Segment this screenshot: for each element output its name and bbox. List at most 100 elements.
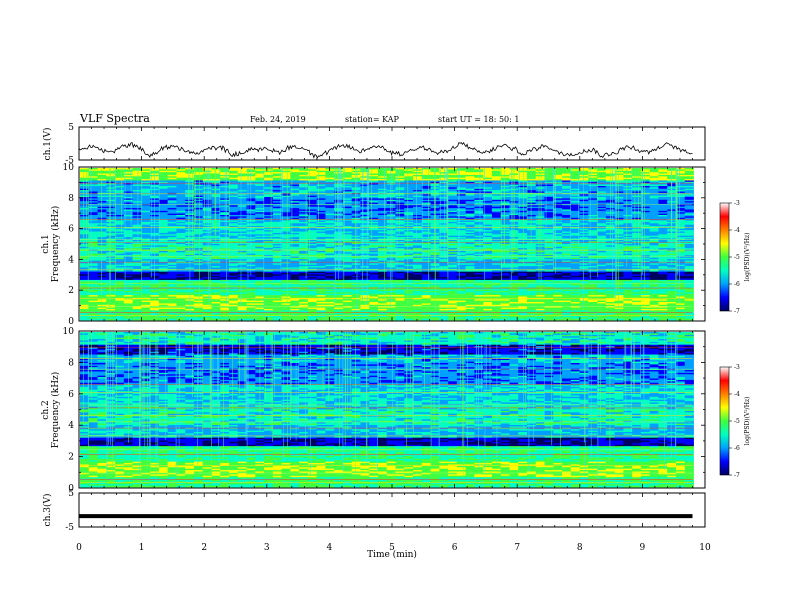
spectrogram-cell bbox=[395, 232, 405, 235]
spectrogram-cell bbox=[562, 190, 572, 192]
spectrogram-cell bbox=[562, 201, 572, 203]
spectrogram-cell bbox=[325, 230, 335, 232]
spectrogram-cell bbox=[562, 187, 572, 190]
spectrogram-cell bbox=[570, 194, 580, 197]
spectrogram-cell bbox=[158, 231, 169, 234]
spectrogram-cell bbox=[176, 237, 186, 239]
spectrogram-cell bbox=[404, 227, 414, 230]
spectrogram-cell bbox=[518, 239, 528, 242]
spectrogram-cell bbox=[570, 239, 580, 242]
spectrogram-cell bbox=[299, 188, 309, 191]
spectrogram-cell bbox=[369, 195, 379, 198]
spectrogram-cell bbox=[307, 177, 318, 180]
spectrogram-cell bbox=[132, 194, 142, 197]
spectrogram-cell bbox=[535, 232, 545, 235]
spectrogram-cell bbox=[272, 170, 282, 173]
spectrogram-cell bbox=[167, 228, 177, 231]
spectrogram-cell bbox=[562, 226, 572, 228]
spectrogram-cell bbox=[325, 195, 335, 198]
spectrogram-cell bbox=[439, 230, 449, 232]
spectrogram-cell bbox=[500, 210, 510, 213]
spectrogram-cell bbox=[474, 168, 484, 170]
spectrogram-cell bbox=[404, 237, 414, 239]
spectrogram-cell bbox=[377, 174, 388, 177]
spectrogram-cell bbox=[395, 197, 405, 199]
spectrogram-cell bbox=[491, 234, 502, 237]
spectrogram-cell bbox=[132, 241, 142, 244]
spectrogram-cell bbox=[526, 231, 537, 234]
spectrogram-cell bbox=[588, 173, 598, 176]
spectrogram-cell bbox=[570, 217, 580, 220]
spectrogram-cell bbox=[526, 235, 537, 238]
spectrogram-cell bbox=[132, 203, 142, 206]
spectrogram-cell bbox=[193, 209, 204, 212]
spectrogram-cell bbox=[395, 168, 405, 170]
spectrogram-cell bbox=[299, 172, 309, 174]
spectrogram-cell bbox=[237, 172, 247, 174]
spectrogram-cell bbox=[562, 210, 572, 213]
spectrogram-cell bbox=[526, 174, 537, 177]
spectrogram-cell bbox=[535, 241, 545, 244]
spectrogram-cell bbox=[325, 187, 335, 190]
spectrogram-cell bbox=[395, 176, 405, 179]
spectrogram-cell bbox=[448, 234, 458, 237]
spectrogram-cell bbox=[623, 227, 633, 230]
spectrogram-cell bbox=[342, 185, 353, 188]
spectrogram-cell bbox=[448, 213, 458, 216]
spectrogram-cell bbox=[167, 217, 177, 220]
spectrogram-cell bbox=[640, 210, 651, 213]
spectrogram-cell bbox=[483, 219, 493, 221]
spectrogram-cell bbox=[483, 220, 493, 223]
spectrogram-cell bbox=[115, 213, 125, 216]
spectrogram-cell bbox=[264, 170, 274, 173]
spectrogram-cell bbox=[395, 202, 405, 205]
spectrogram-cell bbox=[579, 180, 589, 183]
spectrogram-cell bbox=[369, 191, 379, 194]
spectrogram-cell bbox=[325, 234, 335, 237]
spectrogram-cell bbox=[518, 241, 528, 244]
spectrogram-cell bbox=[386, 216, 396, 219]
spectrogram-cell bbox=[439, 221, 449, 224]
spectrogram-cell bbox=[80, 210, 90, 213]
spectrogram-cell bbox=[307, 237, 318, 239]
spectrogram-cell bbox=[448, 203, 458, 206]
spectrogram-cell bbox=[658, 169, 668, 172]
spectrogram-cell bbox=[255, 209, 265, 212]
spectrogram-cell bbox=[141, 206, 151, 209]
spectrogram-cell bbox=[290, 212, 300, 214]
spectrogram-cell bbox=[588, 206, 598, 209]
spectrogram-cell bbox=[640, 214, 651, 217]
spectrogram-cell bbox=[395, 190, 405, 192]
spectrogram-cell bbox=[579, 230, 589, 232]
spectrogram-cell bbox=[115, 224, 125, 227]
spectrogram-cell bbox=[649, 208, 659, 210]
spectrogram-cell bbox=[456, 241, 467, 244]
spectrogram-cell bbox=[439, 172, 449, 174]
spectrogram-cell bbox=[281, 230, 291, 232]
spectrogram-cell bbox=[342, 176, 353, 179]
spectrogram-cell bbox=[623, 169, 633, 172]
spectrogram-cell bbox=[632, 190, 642, 192]
spectrogram-cell bbox=[474, 213, 484, 216]
spectrogram-cell bbox=[290, 173, 300, 176]
spectrogram-cell bbox=[316, 170, 326, 173]
spectrogram-cell bbox=[299, 184, 309, 187]
spectrogram-cell bbox=[377, 181, 388, 184]
spectrogram-cell bbox=[465, 224, 475, 227]
spectrogram-cell bbox=[290, 188, 300, 191]
spectrogram-cell bbox=[141, 176, 151, 179]
spectrogram-cell bbox=[228, 183, 239, 185]
spectrogram-cell bbox=[167, 212, 177, 214]
spectrogram-cell bbox=[281, 188, 291, 191]
spectrogram-cell bbox=[167, 188, 177, 191]
spectrogram-cell bbox=[500, 174, 510, 177]
spectrogram-cell bbox=[351, 176, 361, 179]
spectrogram-cell bbox=[570, 230, 580, 232]
spectrogram-cell bbox=[115, 223, 125, 226]
spectrogram-cell bbox=[544, 177, 554, 180]
spectrogram-cell bbox=[456, 227, 467, 230]
spectrogram-cell bbox=[491, 188, 502, 191]
spectrogram-cell bbox=[421, 180, 431, 183]
spectrogram-cell bbox=[307, 239, 318, 242]
spectrogram-cell bbox=[570, 190, 580, 192]
